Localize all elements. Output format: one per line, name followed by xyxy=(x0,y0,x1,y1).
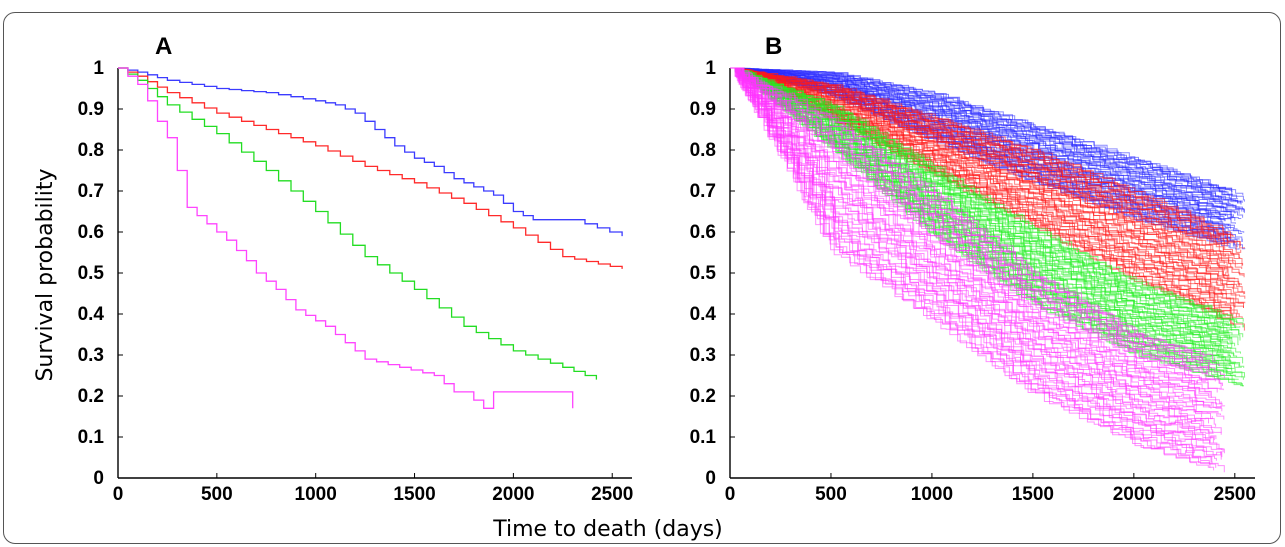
x-tick-label: 500 xyxy=(815,484,847,505)
simulated-curve xyxy=(730,67,1203,418)
simulated-curve xyxy=(730,67,1211,443)
simulated-curve xyxy=(730,67,1235,256)
simulated-curve xyxy=(730,67,1222,405)
panel-a-x-ticks: 0 500 1000 1500 2000 2500 xyxy=(113,473,633,505)
survival-curve xyxy=(118,67,598,380)
simulated-curve xyxy=(730,67,1214,434)
x-tick-label: 1500 xyxy=(393,484,435,505)
panel-b-label: B xyxy=(765,33,782,60)
simulated-curve xyxy=(730,67,1224,236)
simulated-curve xyxy=(730,67,1204,452)
simulated-curve xyxy=(730,67,1231,192)
panel-b-x-ticks: 0 500 1000 1500 2000 2500 xyxy=(725,473,1256,505)
simulated-curve xyxy=(730,67,1226,318)
y-tick-label: 0 xyxy=(705,468,716,489)
x-tick-label: 1500 xyxy=(1012,484,1054,505)
y-tick-label: 0.9 xyxy=(78,99,104,120)
y-tick-label: 0.3 xyxy=(78,345,104,366)
simulated-curve xyxy=(730,67,1221,415)
simulated-curve xyxy=(730,67,1243,269)
x-tick-label: 0 xyxy=(725,484,736,505)
simulated-curve xyxy=(730,67,1217,427)
y-tick-label: 0.9 xyxy=(690,99,716,120)
simulated-curve xyxy=(730,67,1209,374)
y-tick-label: 0.5 xyxy=(78,263,105,284)
simulated-curve xyxy=(730,67,1231,205)
simulated-curve xyxy=(730,67,1245,213)
simulated-curve xyxy=(730,67,1222,460)
simulated-curve xyxy=(730,67,1236,328)
simulated-curve xyxy=(730,67,1218,393)
y-tick-label: 0.7 xyxy=(78,181,104,202)
simulated-curve xyxy=(730,67,1224,209)
x-axis-title: Time to death (days) xyxy=(492,517,723,542)
simulated-curve xyxy=(730,67,1207,382)
x-tick-label: 1000 xyxy=(911,484,953,505)
survival-curve xyxy=(118,67,623,269)
x-tick-label: 2000 xyxy=(1113,484,1155,505)
simulated-curve xyxy=(730,67,1214,443)
simulated-curve xyxy=(730,67,1223,451)
simulated-curve xyxy=(730,67,1223,386)
x-tick-label: 1000 xyxy=(295,484,337,505)
panel-a: A 0 500 1000 1500 2000 2500 00.10.20.30.40.50… xyxy=(78,33,634,505)
simulated-curve xyxy=(730,67,1226,408)
simulated-curve xyxy=(730,67,1216,363)
y-axis-title: Survival probability xyxy=(33,168,58,381)
panel-a-label: A xyxy=(155,33,172,60)
simulated-curve xyxy=(730,67,1241,354)
y-tick-label: 0.1 xyxy=(78,427,105,448)
simulated-curve xyxy=(730,67,1217,461)
simulated-curve xyxy=(730,67,1211,468)
simulated-curve xyxy=(730,67,1232,239)
y-tick-label: 0.3 xyxy=(690,345,716,366)
x-tick-label: 0 xyxy=(113,484,124,505)
survival-curve xyxy=(118,67,623,237)
simulated-curve xyxy=(730,67,1235,237)
simulated-curve xyxy=(730,67,1213,373)
simulated-curve xyxy=(730,67,1245,278)
simulated-curve xyxy=(730,67,1207,357)
panel-a-y-ticks: 0 0.1 0.2 0.3 0.4 0.5 0.6 0.7 0.8 0.9 1 xyxy=(78,58,123,489)
y-tick-label: 0.1 xyxy=(690,427,717,448)
panel-b: B 0 500 1000 1500 2000 2500 00.10.20.30.40.50… xyxy=(690,33,1256,505)
survival-curve xyxy=(118,67,574,409)
panel-b-y-ticks: 0 0.1 0.2 0.3 0.4 0.5 0.6 0.7 0.8 0.9 1 xyxy=(690,58,735,489)
y-tick-label: 1 xyxy=(93,58,104,79)
y-tick-label: 0.4 xyxy=(690,304,717,325)
panel-b-series xyxy=(730,67,1246,473)
x-tick-label: 500 xyxy=(201,484,233,505)
simulated-curve xyxy=(730,67,1222,314)
x-tick-label: 2500 xyxy=(591,484,633,505)
x-tick-label: 2000 xyxy=(492,484,534,505)
y-tick-label: 1 xyxy=(705,58,716,79)
y-tick-label: 0.8 xyxy=(78,140,104,161)
y-tick-label: 0.8 xyxy=(690,140,716,161)
panel-a-series xyxy=(118,67,623,409)
y-tick-label: 0.2 xyxy=(78,386,104,407)
simulated-curve xyxy=(730,67,1203,362)
x-tick-label: 2500 xyxy=(1214,484,1256,505)
y-tick-label: 0.2 xyxy=(690,386,716,407)
y-tick-label: 0 xyxy=(93,468,104,489)
y-tick-label: 0.6 xyxy=(690,222,716,243)
simulated-curve xyxy=(730,67,1223,458)
figure-frame xyxy=(3,12,1281,544)
simulated-curve xyxy=(730,67,1211,397)
y-tick-label: 0.6 xyxy=(78,222,104,243)
y-tick-label: 0.5 xyxy=(690,263,717,284)
simulated-curve xyxy=(730,67,1205,404)
simulated-curve xyxy=(730,67,1209,396)
y-tick-label: 0.4 xyxy=(78,304,105,325)
y-tick-label: 0.7 xyxy=(690,181,716,202)
simulated-curve xyxy=(730,67,1212,398)
